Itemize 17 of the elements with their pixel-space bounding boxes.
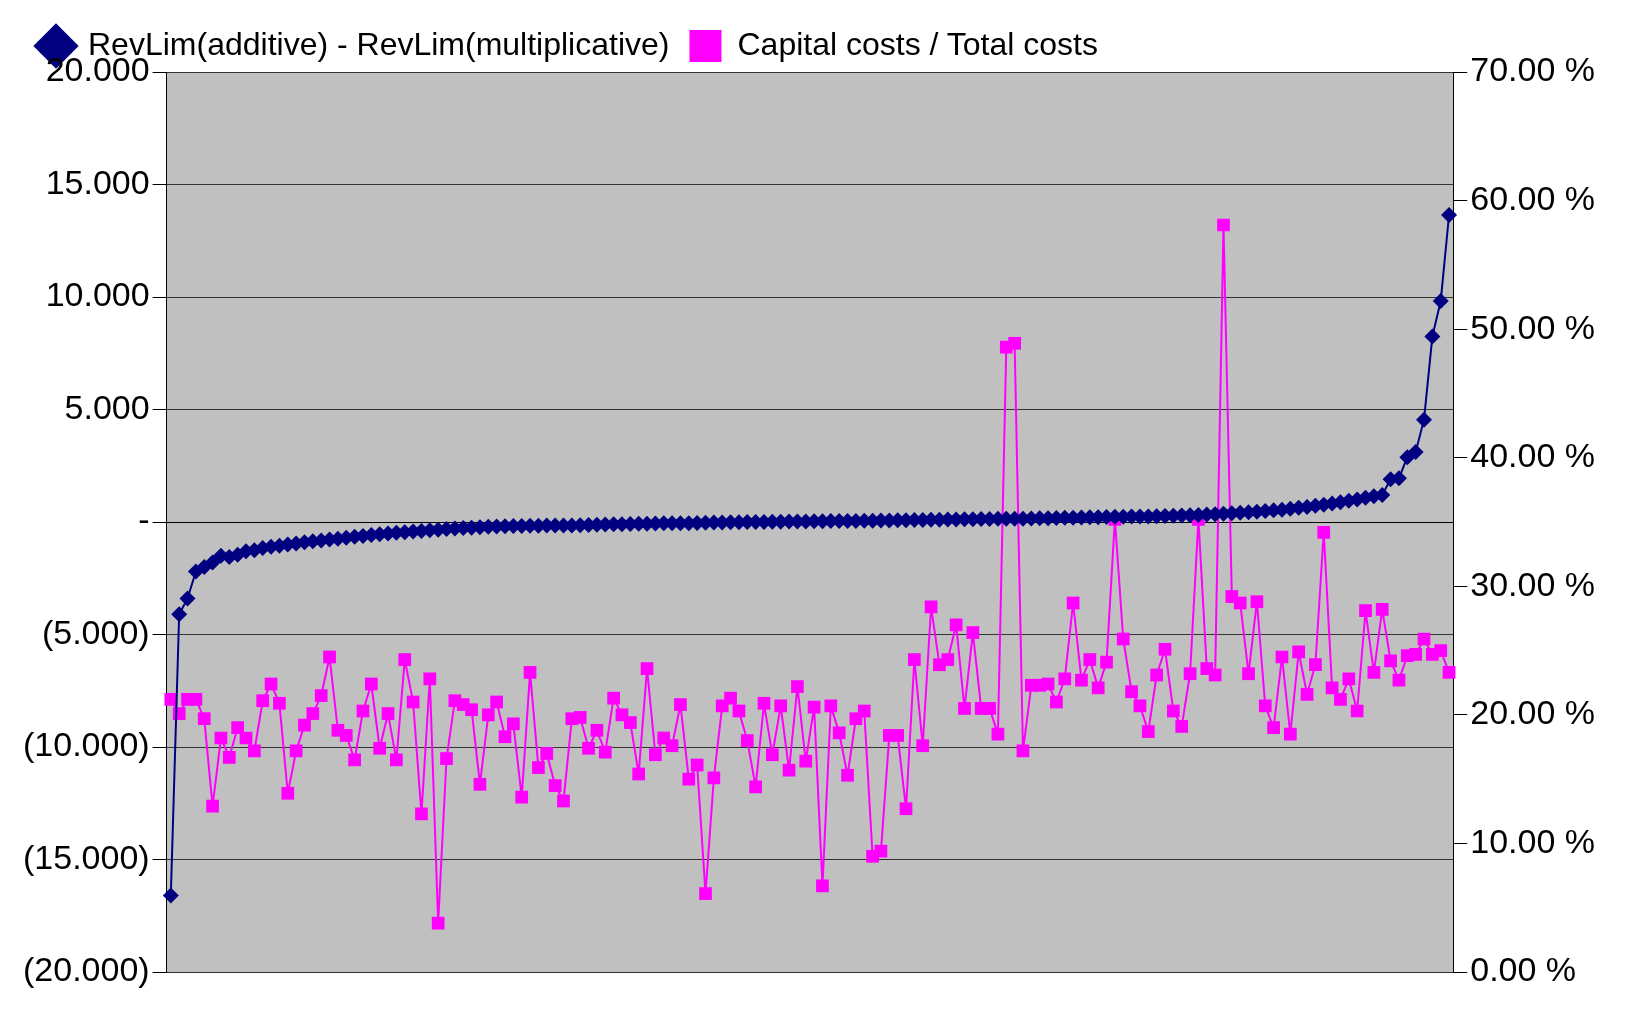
y-tick-label: 10.000	[45, 275, 150, 314]
y-tick-label: 15.000	[45, 162, 150, 201]
y-tick-label: 5.000	[64, 387, 150, 426]
y2-tick-label: 40.00 %	[1470, 436, 1595, 475]
y-tick-label: (5.000)	[41, 612, 150, 651]
y2-tick-label: 0.00 %	[1470, 950, 1577, 989]
y-tick-label: (20.000)	[23, 950, 150, 989]
y-tick-label: (10.000)	[23, 725, 150, 764]
y2-tick-label: 20.00 %	[1470, 693, 1595, 732]
y2-tick-label: 30.00 %	[1470, 564, 1595, 603]
y2-tick-label: 60.00 %	[1470, 178, 1595, 217]
y2-tick-label: 10.00 %	[1470, 821, 1595, 860]
y-tick-label: -	[138, 500, 150, 539]
y2-tick-label: 50.00 %	[1470, 307, 1595, 346]
y2-tick-label: 70.00 %	[1470, 50, 1595, 89]
y-tick-label: (15.000)	[23, 837, 150, 876]
legend-label: Capital costs / Total costs	[737, 25, 1098, 62]
